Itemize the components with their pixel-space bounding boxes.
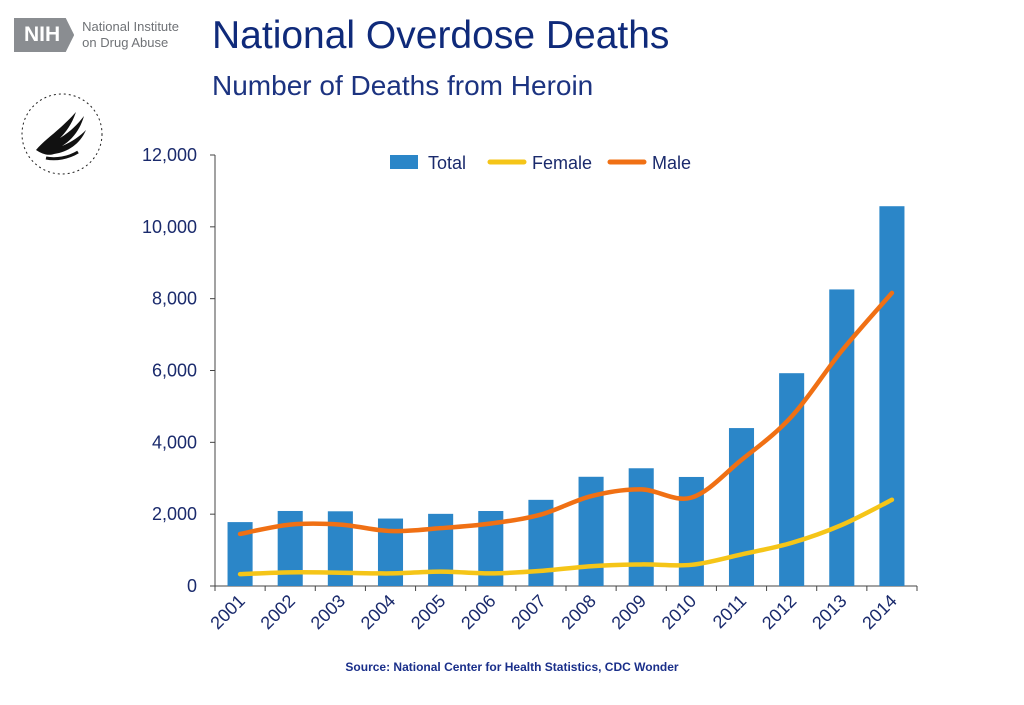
bar-total [428,513,454,586]
point-male [590,495,592,497]
x-tick-label: 2009 [608,591,650,633]
x-tick-label: 2011 [709,591,751,633]
legend-item-total: Total [390,153,466,173]
bar-total [829,289,855,586]
legend-item-male: Male [607,153,691,173]
point-female [390,572,391,574]
point-male [540,514,542,516]
legend: Total Female Male [390,153,691,173]
nida-name-line2: on Drug Abuse [82,35,169,50]
bar-total [879,206,905,586]
point-female [490,572,492,574]
x-tick-label: 2012 [758,591,800,633]
x-tick-label: 2014 [858,591,900,633]
x-tick-label: 2008 [557,591,599,633]
point-male [339,524,341,526]
x-tick-label: 2002 [257,591,299,633]
point-male [390,530,391,532]
point-female [841,524,843,526]
hhs-eagle-seal-icon [21,93,103,175]
x-tick-label: 2001 [206,591,248,633]
point-female [339,572,341,574]
point-female [690,564,692,566]
x-tick-label: 2010 [658,591,700,633]
x-tick-label: 2013 [808,591,850,633]
chart-subtitle: Number of Deaths from Heroin [212,70,594,101]
legend-item-female: Female [487,153,592,173]
nih-logo: NIH National Institute on Drug Abuse [14,18,179,52]
chart-title: National Overdose Deaths [212,14,670,57]
y-tick-label: 12,000 [142,145,197,165]
point-female [741,553,742,555]
source-note: Source: National Center for Health Stati… [345,660,679,674]
legend-swatch-total [390,155,418,169]
point-female [590,565,592,567]
point-female [289,571,291,573]
point-male [239,533,241,535]
legend-label-total: Total [428,153,466,173]
y-tick-label: 2,000 [152,504,197,524]
nida-name: National Institute on Drug Abuse [82,19,179,51]
point-female [891,499,893,501]
point-male [741,459,742,461]
point-male [791,415,793,417]
x-tick-label: 2007 [507,591,549,633]
point-female [540,570,542,572]
point-female [640,563,642,565]
legend-label-female: Female [532,153,592,173]
y-tick-label: 4,000 [152,432,197,452]
y-tick-label: 10,000 [142,217,197,237]
point-female [791,542,793,544]
y-tick-label: 0 [187,576,197,596]
x-tick-label: 2005 [407,591,449,633]
y-tick-label: 6,000 [152,361,197,381]
legend-label-male: Male [652,153,691,173]
nih-badge: NIH [14,18,75,52]
x-tick-label: 2006 [457,591,499,633]
bar-total [628,468,654,586]
point-male [841,350,843,352]
point-male [690,497,692,499]
x-tick-label: 2003 [307,591,349,633]
point-male [289,524,291,526]
x-tick-label: 2004 [357,591,399,633]
point-male [891,292,893,294]
point-male [640,488,642,490]
point-female [440,571,442,573]
point-male [440,527,442,529]
point-male [490,523,492,525]
y-tick-label: 8,000 [152,289,197,309]
line-female [237,497,895,577]
point-female [239,573,241,575]
nida-name-line1: National Institute [82,19,180,34]
